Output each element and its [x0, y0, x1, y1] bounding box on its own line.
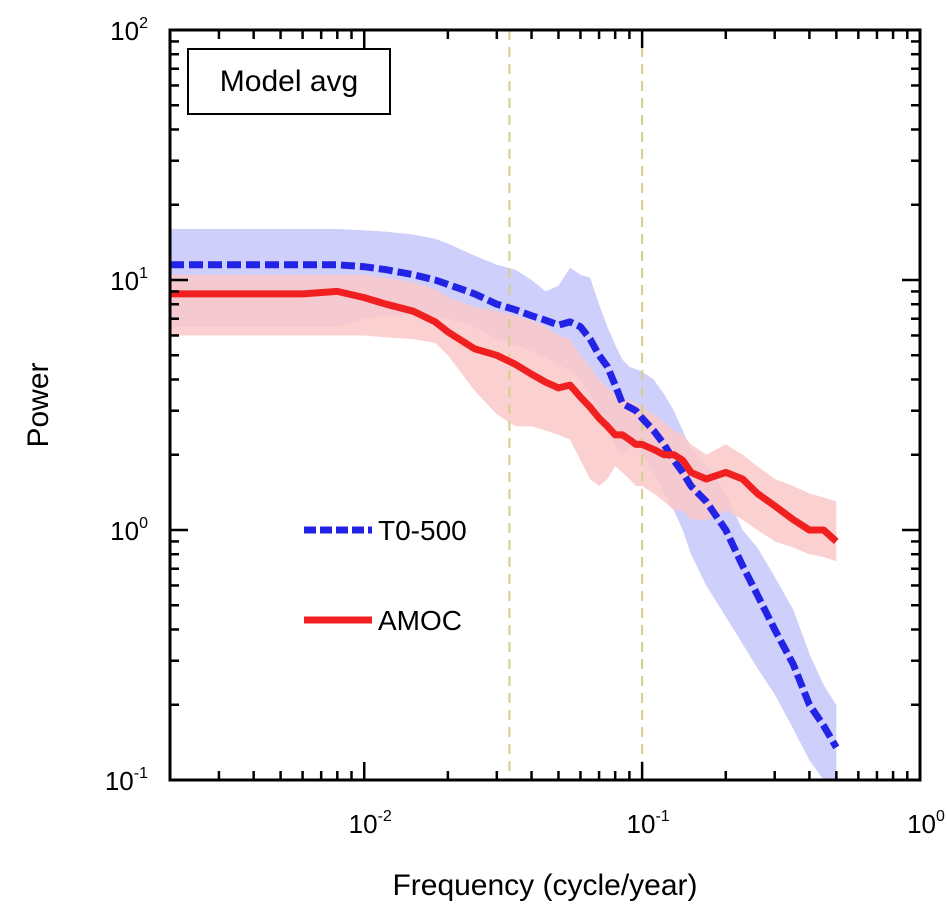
y-tick-label: 10-1 [105, 765, 148, 796]
title-box-border [187, 48, 391, 115]
title-box: Model avg [187, 48, 391, 115]
legend-label-t0-500: T0-500 [378, 515, 467, 546]
tick-labels: 10-2 10-1 100 10-1 100 101 102 [105, 15, 945, 839]
legend: T0-500 AMOC [304, 515, 467, 636]
x-axis-title: Frequency (cycle/year) [392, 869, 697, 902]
y-tick-label: 100 [110, 515, 148, 546]
plot-frame [168, 28, 922, 782]
series-lines [170, 261, 840, 750]
chart-title: Model avg [220, 65, 358, 98]
x-tick-label: 10-1 [627, 808, 670, 839]
x-tick-label: 100 [907, 808, 945, 839]
legend-label-amoc: AMOC [378, 605, 462, 636]
y-tick-label: 101 [110, 265, 148, 296]
y-axis-title: Power [22, 362, 55, 447]
series-line-amoc [170, 287, 839, 545]
y-tick-label: 102 [110, 15, 148, 46]
series-line-t0-500 [170, 261, 840, 750]
x-tick-label: 10-2 [349, 808, 392, 839]
band-amoc [170, 274, 837, 562]
reference-lines [508, 30, 644, 780]
confidence-bands [170, 229, 837, 780]
